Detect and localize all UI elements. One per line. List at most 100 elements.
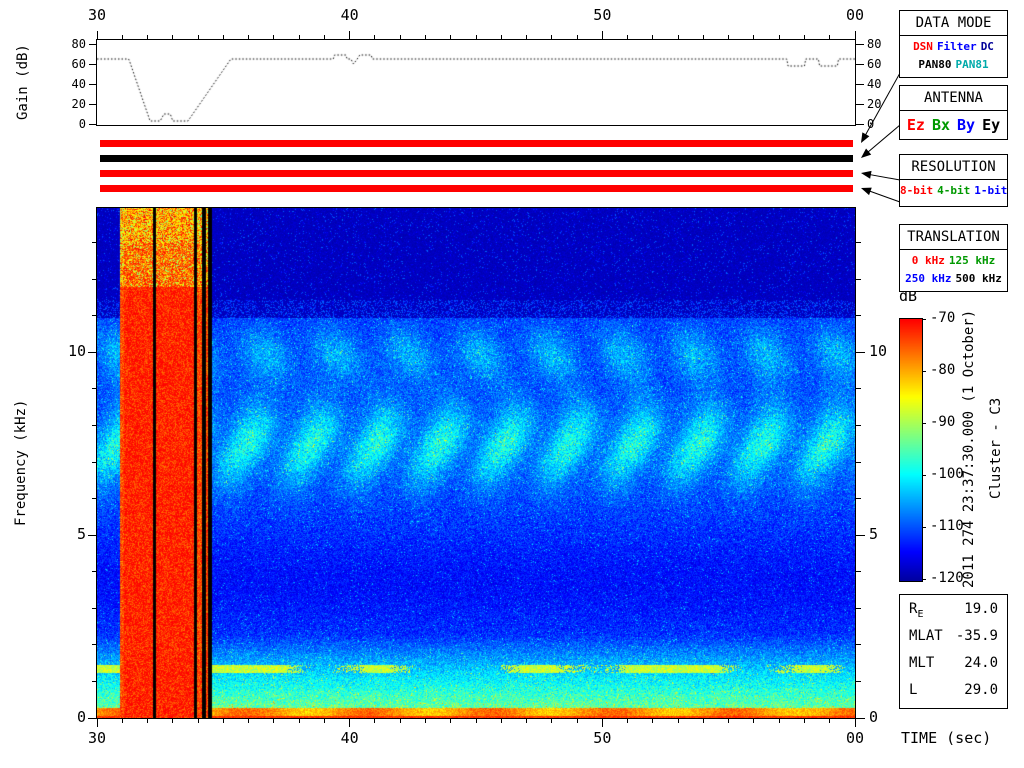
freq-tick-label: 0 xyxy=(76,708,86,726)
panel-title-translation: TRANSLATION xyxy=(900,225,1007,250)
time-minor-tick xyxy=(147,719,149,723)
time-minor-tick xyxy=(551,719,553,723)
panel-title-data-mode: DATA MODE xyxy=(900,11,1007,36)
ephemeris-row: RE 19.0 xyxy=(900,596,1007,623)
time-minor-tick xyxy=(677,35,679,40)
time-minor-tick xyxy=(399,719,401,723)
time-minor-tick xyxy=(753,719,755,723)
time-minor-tick xyxy=(702,719,704,723)
freq-minor-tick xyxy=(856,242,861,244)
freq-major-tick xyxy=(856,717,865,719)
time-minor-tick xyxy=(652,35,654,40)
gain-tick xyxy=(89,103,97,105)
time-minor-tick xyxy=(753,35,755,40)
time-minor-tick xyxy=(829,719,831,723)
colorbar-tick xyxy=(922,526,926,528)
time-minor-tick xyxy=(323,719,325,723)
time-minor-tick xyxy=(424,35,426,40)
panel-antenna: ANTENNA Ez Bx By Ey xyxy=(899,85,1008,140)
status-bar-data-mode xyxy=(100,140,853,147)
timestamp-label: 2011 274 23:37:30.000 (1 October) xyxy=(961,309,977,588)
gain-axis-label: Gain (dB) xyxy=(15,44,31,120)
legend-option: DC xyxy=(980,40,994,53)
time-major-tick xyxy=(601,719,603,727)
time-minor-tick xyxy=(627,719,629,723)
time-minor-tick xyxy=(475,719,477,723)
ephemeris-value: 19.0 xyxy=(964,601,998,617)
gain-tick xyxy=(89,123,97,125)
freq-major-tick xyxy=(856,351,865,353)
ephemeris-value: 29.0 xyxy=(964,682,998,698)
legend-option: Ez xyxy=(906,116,925,134)
time-minor-tick xyxy=(424,719,426,723)
panel-line: PAN80 PAN81 xyxy=(900,56,1007,74)
time-minor-tick xyxy=(526,719,528,723)
spacecraft-label: Cluster - C3 xyxy=(988,397,1004,500)
gain-tick xyxy=(856,103,864,105)
spectrogram-canvas xyxy=(97,208,855,718)
freq-minor-tick xyxy=(856,425,861,427)
time-minor-tick xyxy=(273,719,275,723)
freq-minor-tick xyxy=(856,388,861,390)
legend-option: PAN80 xyxy=(918,58,952,71)
colorbar-tick-label: -70 xyxy=(930,310,956,326)
legend-option: 1-bit xyxy=(974,184,1008,197)
time-minor-tick xyxy=(803,35,805,40)
spectrogram-plot xyxy=(96,207,856,719)
panel-translation: TRANSLATION 0 kHz 125 kHz 250 kHz 500 kHz xyxy=(899,224,1008,292)
panel-content-resolution: 8-bit 4-bit 1-bit xyxy=(900,180,1007,200)
time-minor-tick xyxy=(500,719,502,723)
time-minor-tick xyxy=(728,719,730,723)
status-bar-translation xyxy=(100,185,853,192)
panel-resolution: RESOLUTION 8-bit 4-bit 1-bit xyxy=(899,154,1008,207)
ephemeris-label: MLT xyxy=(909,655,935,671)
colorbar-tick-label: -90 xyxy=(930,414,956,430)
ephemeris-box: RE 19.0 MLAT -35.9 MLT 24.0 L 29.0 xyxy=(899,594,1008,709)
time-tick-label: 30 xyxy=(87,729,107,747)
legend-option: 250 kHz xyxy=(905,272,952,285)
freq-major-tick xyxy=(88,351,97,353)
frequency-axis-label: Frequency (kHz) xyxy=(13,399,29,527)
time-minor-tick xyxy=(803,719,805,723)
gain-tick-label: 60 xyxy=(867,57,882,71)
colorbar-tick xyxy=(922,370,926,372)
panel-data-mode: DATA MODE DSN Filter DC PAN80 PAN81 xyxy=(899,10,1008,78)
freq-minor-tick xyxy=(92,315,97,317)
freq-minor-tick xyxy=(856,680,861,682)
freq-minor-tick xyxy=(92,644,97,646)
time-minor-tick xyxy=(273,35,275,40)
legend-option: DSN xyxy=(913,40,933,53)
time-minor-tick xyxy=(172,719,174,723)
freq-tick-label: 0 xyxy=(869,708,879,726)
time-axis-label: TIME (sec) xyxy=(901,729,992,747)
ephemeris-label: L xyxy=(909,682,918,698)
gain-tick xyxy=(89,83,97,85)
ephemeris-label: MLAT xyxy=(909,628,943,644)
gain-trace-canvas xyxy=(97,40,855,125)
time-minor-tick xyxy=(627,35,629,40)
gain-tick-label: 0 xyxy=(78,117,86,131)
time-minor-tick xyxy=(121,35,123,40)
legend-option: Ey xyxy=(982,116,1001,134)
time-minor-tick xyxy=(298,35,300,40)
freq-tick-label: 5 xyxy=(76,525,86,544)
time-minor-tick xyxy=(248,719,250,723)
ephemeris-row: MLT 24.0 xyxy=(900,650,1007,677)
time-minor-tick xyxy=(197,719,199,723)
time-minor-tick xyxy=(778,35,780,40)
gain-tick-label: 40 xyxy=(71,77,86,91)
panel-line: Ez Bx By Ey xyxy=(900,113,1007,137)
time-tick-label: 30 xyxy=(87,6,107,24)
panel-line: 0 kHz 125 kHz xyxy=(900,252,1007,270)
colorbar-tick-label: -120 xyxy=(930,570,964,586)
time-major-tick xyxy=(349,31,351,40)
gain-tick-label: 20 xyxy=(71,97,86,111)
time-major-tick xyxy=(601,31,603,40)
time-minor-tick xyxy=(702,35,704,40)
gain-tick xyxy=(89,63,97,65)
gain-tick xyxy=(856,83,864,85)
time-minor-tick xyxy=(222,719,224,723)
freq-minor-tick xyxy=(92,242,97,244)
time-minor-tick xyxy=(147,35,149,40)
